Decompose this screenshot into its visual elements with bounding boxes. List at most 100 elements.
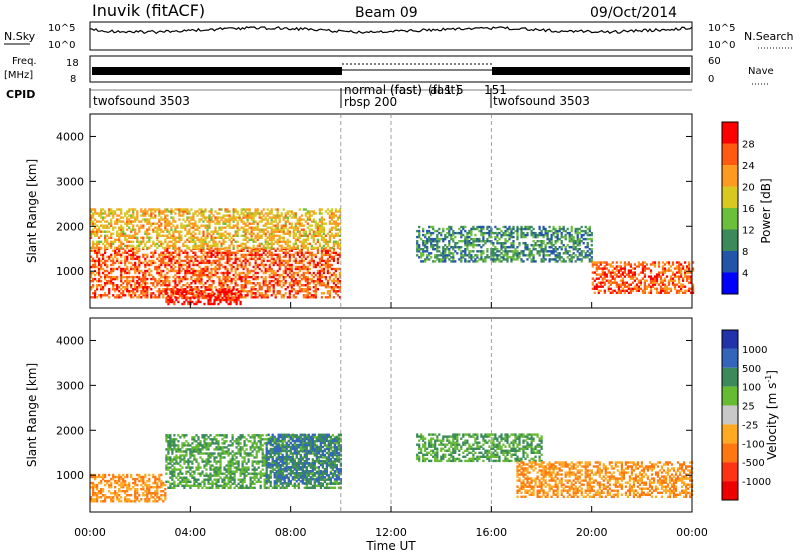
power-cell bbox=[328, 210, 331, 213]
power-cell bbox=[185, 290, 188, 294]
velocity-cell bbox=[199, 440, 202, 443]
power-cell bbox=[134, 220, 137, 223]
power-colorbar-swatch bbox=[722, 251, 738, 273]
velocity-cell bbox=[207, 476, 210, 479]
power-cell bbox=[108, 255, 111, 259]
power-cell bbox=[132, 228, 135, 231]
power-cell bbox=[124, 236, 127, 239]
power-cell bbox=[96, 288, 99, 291]
power-cell bbox=[236, 212, 239, 215]
power-cell bbox=[160, 242, 163, 246]
power-cell bbox=[480, 252, 483, 255]
power-cell bbox=[142, 277, 145, 281]
power-cell bbox=[124, 212, 127, 215]
power-cell bbox=[278, 249, 281, 252]
power-cell bbox=[330, 210, 333, 213]
power-cell bbox=[126, 271, 129, 275]
power-cell bbox=[490, 229, 493, 233]
power-cell bbox=[244, 234, 247, 237]
power-cell bbox=[178, 253, 181, 257]
power-cell bbox=[692, 269, 695, 272]
power-cell bbox=[318, 230, 321, 233]
power-cell bbox=[148, 220, 151, 223]
power-cell bbox=[452, 248, 455, 251]
power-cell bbox=[294, 242, 297, 246]
power-cell bbox=[268, 226, 271, 229]
power-cell bbox=[314, 230, 317, 233]
power-cell bbox=[175, 290, 178, 294]
power-cell bbox=[126, 279, 129, 283]
power-cell bbox=[196, 255, 199, 259]
power-cell bbox=[184, 244, 187, 248]
power-cell bbox=[310, 220, 313, 223]
power-cell bbox=[252, 286, 255, 289]
power-cell bbox=[112, 267, 115, 271]
power-cell bbox=[272, 230, 275, 233]
power-cell bbox=[102, 216, 105, 219]
power-cell bbox=[306, 218, 309, 221]
power-cell bbox=[276, 226, 279, 229]
power-cell bbox=[154, 230, 157, 233]
power-cell bbox=[444, 250, 447, 253]
power-cell bbox=[169, 300, 172, 304]
velocity-cell bbox=[189, 484, 192, 487]
power-cell bbox=[194, 269, 197, 273]
power-cell bbox=[228, 255, 231, 259]
power-cell bbox=[252, 265, 255, 269]
power-cell bbox=[312, 212, 315, 215]
power-cell bbox=[595, 283, 598, 286]
power-cell bbox=[212, 240, 215, 243]
power-cell bbox=[528, 250, 531, 253]
power-cell bbox=[322, 247, 325, 250]
power-cell bbox=[314, 222, 317, 225]
power-cell bbox=[334, 275, 337, 279]
power-cell bbox=[450, 260, 453, 263]
power-cell bbox=[208, 222, 211, 225]
power-cell bbox=[190, 271, 193, 275]
power-cell bbox=[526, 244, 529, 247]
power-cell bbox=[136, 282, 139, 285]
power-cell bbox=[92, 220, 95, 223]
power-cell bbox=[144, 294, 147, 297]
power-cell bbox=[221, 288, 224, 292]
power-cell bbox=[649, 287, 653, 290]
power-cell bbox=[314, 212, 317, 215]
power-cell bbox=[442, 248, 445, 251]
power-cell bbox=[597, 267, 600, 270]
power-cell bbox=[540, 240, 543, 243]
power-cell bbox=[280, 230, 283, 233]
power-cell bbox=[635, 285, 638, 288]
power-cell bbox=[530, 233, 533, 237]
velocity-cell bbox=[201, 480, 204, 483]
power-cell bbox=[152, 242, 155, 246]
power-cell bbox=[316, 234, 319, 237]
power-cell bbox=[272, 259, 275, 263]
power-cell bbox=[597, 265, 600, 268]
power-cell bbox=[104, 263, 107, 267]
power-cell bbox=[262, 246, 265, 250]
power-cell bbox=[609, 287, 612, 290]
power-cell bbox=[576, 242, 579, 245]
power-cell bbox=[140, 210, 143, 213]
power-cell bbox=[146, 230, 149, 233]
power-cell bbox=[310, 255, 313, 259]
power-cell bbox=[252, 244, 255, 248]
power-cell bbox=[320, 249, 323, 252]
velocity-cell bbox=[203, 452, 206, 455]
power-cell bbox=[440, 237, 443, 241]
power-cell bbox=[520, 233, 523, 237]
power-cell bbox=[164, 288, 167, 291]
power-cell bbox=[288, 226, 291, 229]
velocity-cell bbox=[189, 456, 192, 459]
power-cell bbox=[462, 256, 465, 259]
power-cell bbox=[234, 232, 237, 235]
power-cell bbox=[578, 231, 581, 235]
velocity-cell bbox=[223, 480, 226, 483]
power-cell bbox=[556, 248, 559, 251]
power-cell bbox=[181, 302, 184, 306]
power-cell bbox=[272, 275, 275, 279]
power-cell bbox=[310, 214, 313, 217]
power-cell bbox=[286, 247, 289, 250]
power-cell bbox=[246, 273, 249, 277]
power-cell bbox=[609, 263, 612, 266]
